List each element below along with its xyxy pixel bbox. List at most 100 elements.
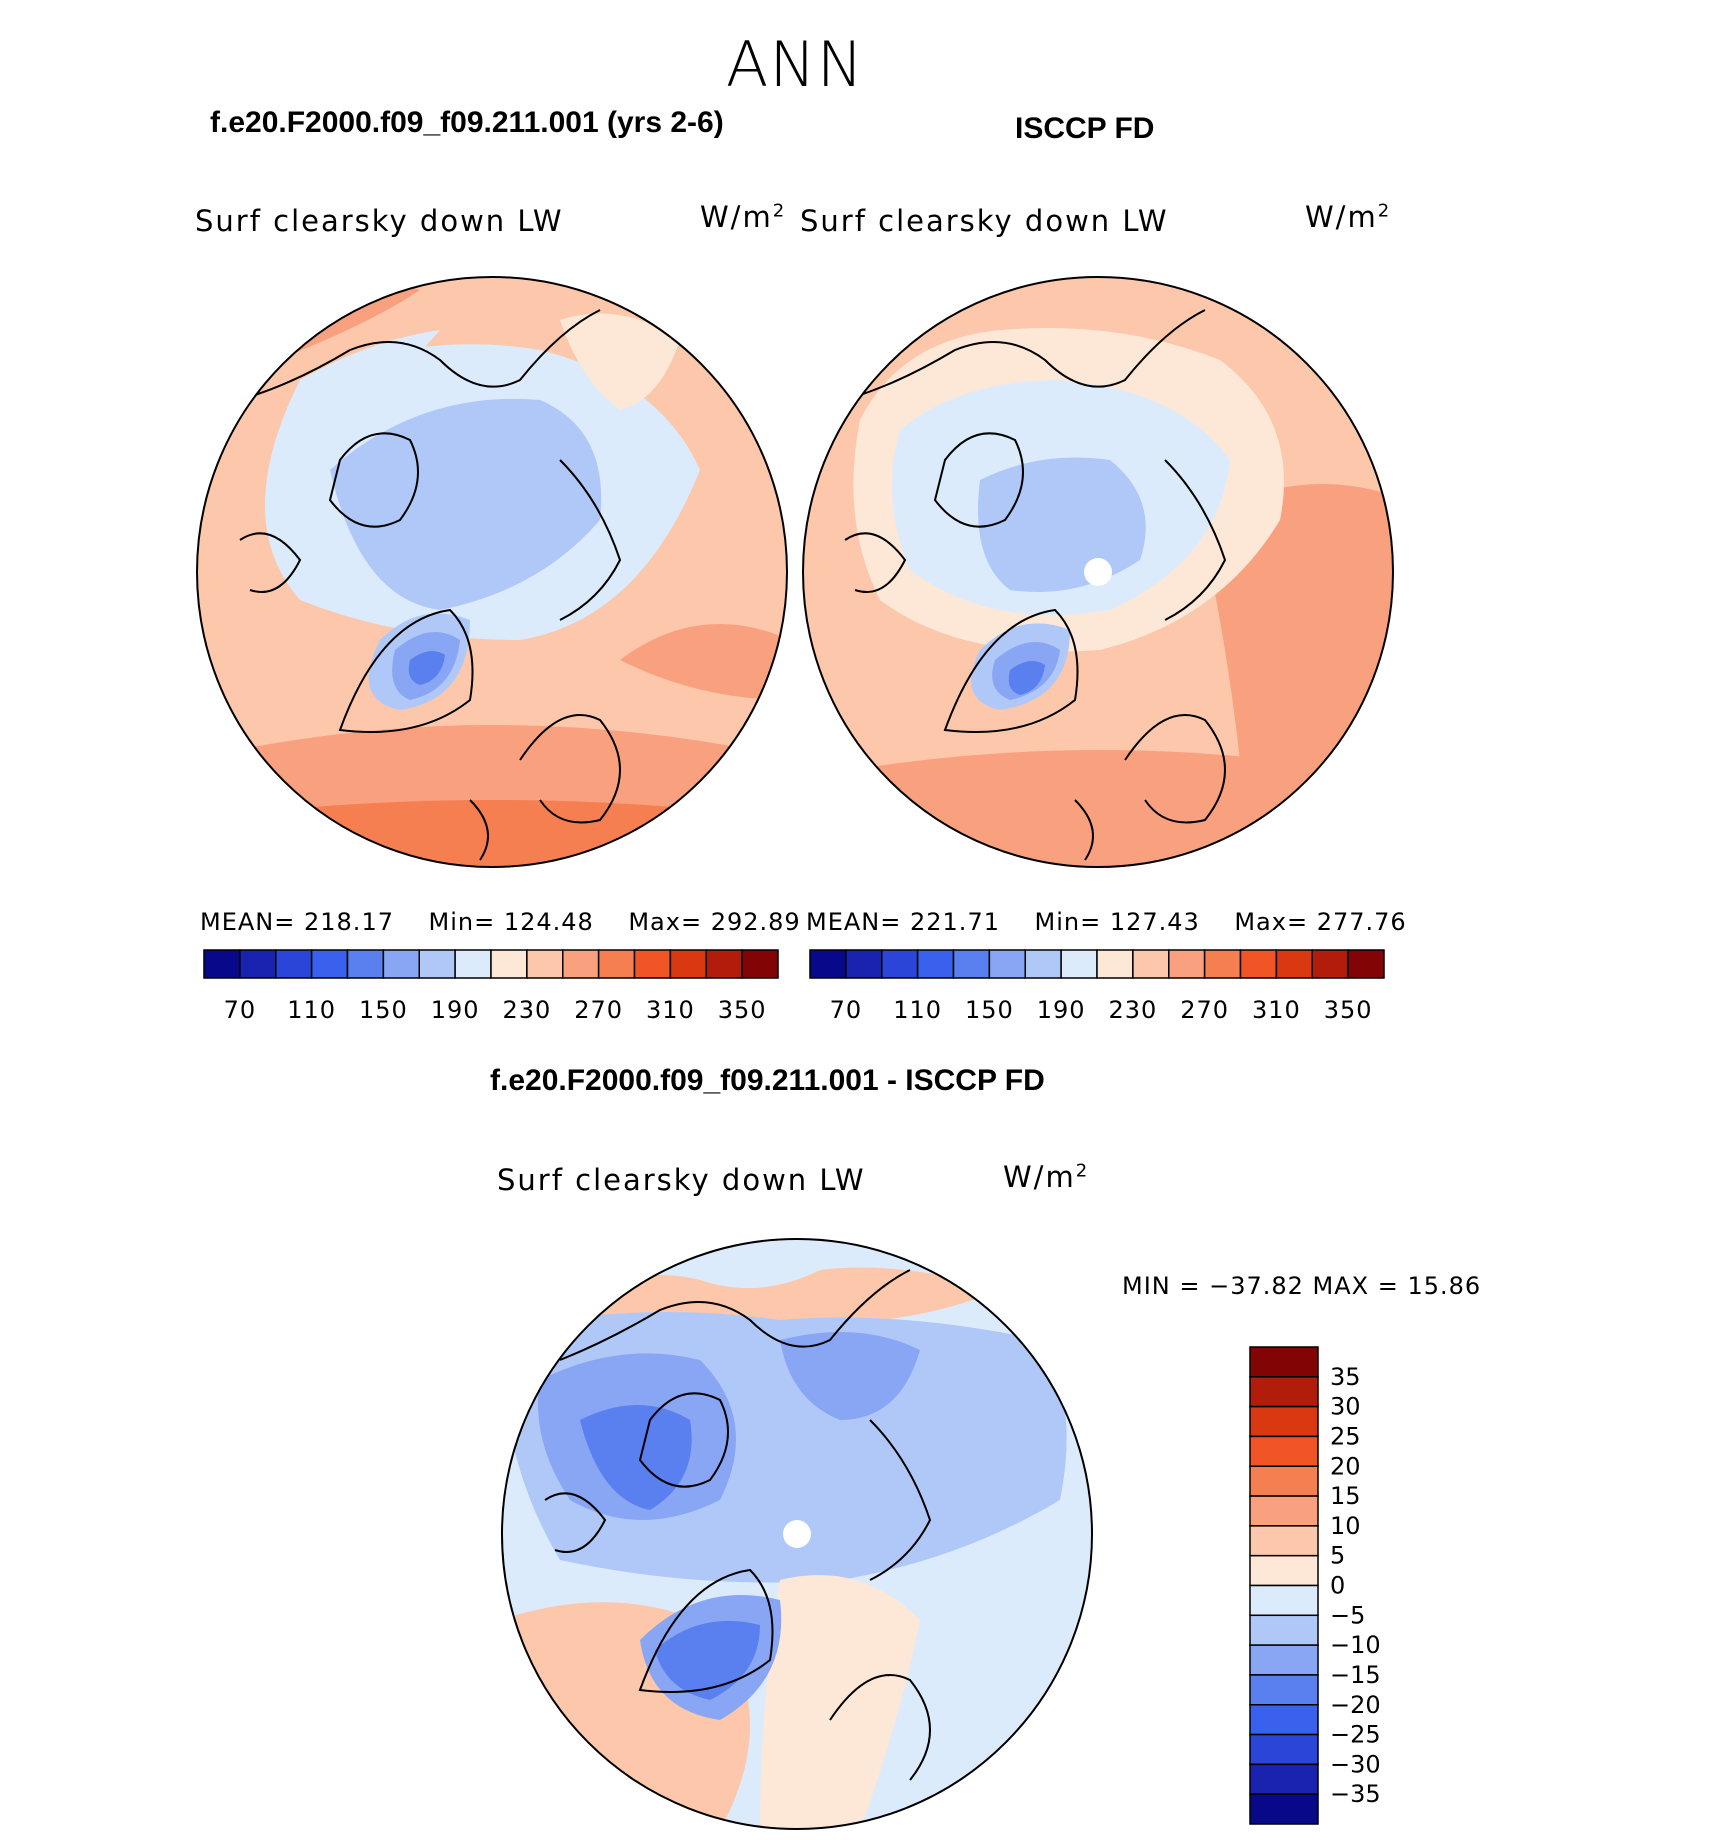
obs-colorbar-box (881, 949, 919, 979)
obs-colorbar-tick-label: 230 (1108, 996, 1157, 1024)
model-colorbar-box (382, 949, 420, 979)
obs-colorbar-box (845, 949, 883, 979)
diff-colorbar-box (1249, 1405, 1319, 1438)
model-colorbar-tick-label: 270 (574, 996, 623, 1024)
obs-panel-title: ISCCP FD (1015, 112, 1155, 145)
diff-colorbar-box (1249, 1554, 1319, 1587)
diff-colorbar-tick-label: −25 (1330, 1721, 1381, 1749)
diff-colorbar-box (1249, 1465, 1319, 1497)
model-colorbar-box (526, 949, 564, 979)
model-polar-map (197, 277, 787, 867)
model-colorbar-tick-label: 230 (502, 996, 551, 1024)
obs-colorbar-box (1239, 949, 1278, 979)
model-colorbar-box (562, 949, 600, 979)
diff-colorbar-tick-label: −20 (1330, 1691, 1381, 1719)
model-stats: MEAN= 218.17 Min= 124.48 Max= 292.89 (200, 908, 801, 936)
diff-colorbar-tick-label: −15 (1330, 1661, 1381, 1689)
diff-colorbar-tick-label: −5 (1330, 1601, 1365, 1629)
diff-colorbar-tick-label: 15 (1330, 1482, 1361, 1510)
obs-map-border (802, 276, 1394, 868)
diff-colorbar-box (1249, 1704, 1319, 1736)
model-colorbar-box (275, 949, 313, 979)
model-colorbar-box (239, 949, 277, 979)
diff-variable-label: Surf clearsky down LW (497, 1163, 866, 1197)
model-colorbar-box (597, 949, 636, 979)
model-colorbar-tick-label: 350 (718, 996, 767, 1024)
diff-colorbar-tick-label: 35 (1330, 1363, 1361, 1391)
diff-colorbar-box (1249, 1525, 1319, 1557)
diff-polar-map (502, 1239, 1092, 1829)
obs-colorbar-box (809, 949, 847, 979)
diff-colorbar-tick-label: 0 (1330, 1572, 1345, 1600)
model-colorbar-box (418, 949, 456, 979)
diff-colorbar-tick-label: −10 (1330, 1631, 1381, 1659)
diff-colorbar-tick-label: −30 (1330, 1750, 1381, 1778)
diff-colorbar-box (1249, 1495, 1319, 1527)
diff-map-border (501, 1238, 1093, 1830)
diff-colorbar-box (1249, 1435, 1319, 1467)
diff-coastlines (544, 1269, 932, 1781)
model-coastlines (239, 309, 622, 861)
obs-colorbar-box (1203, 949, 1242, 979)
model-colorbar-box (454, 949, 492, 979)
obs-colorbar-box (1132, 949, 1170, 979)
diff-minmax-stats: MIN = −37.82 MAX = 15.86 (1122, 1272, 1482, 1300)
obs-colorbar-box (1347, 949, 1385, 979)
obs-colorbar: 70 110 150 190 230 270 310 350 (809, 949, 1385, 1024)
obs-colorbar-tick-label: 190 (1037, 996, 1086, 1024)
obs-colorbar-box (1060, 949, 1098, 979)
model-colorbar-box (633, 949, 672, 979)
obs-colorbar-tick-label: 350 (1324, 996, 1373, 1024)
obs-colorbar-box (916, 949, 955, 979)
diff-colorbar-box (1249, 1614, 1319, 1646)
model-panel-title: f.e20.F2000.f09_f09.211.001 (yrs 2-6) (210, 106, 724, 139)
diff-colorbar-box (1249, 1346, 1319, 1378)
model-colorbar-box (741, 949, 779, 979)
obs-colorbar-tick-label: 270 (1180, 996, 1229, 1024)
model-units-label: W/m2 (700, 200, 787, 234)
model-colorbar-tick-label: 190 (431, 996, 480, 1024)
diff-panel-title: f.e20.F2000.f09_f09.211.001 - ISCCP FD (490, 1064, 1045, 1097)
model-colorbar-tick-label: 310 (646, 996, 695, 1024)
model-colorbar-tick-label: 110 (287, 996, 336, 1024)
diff-colorbar-box (1249, 1376, 1319, 1408)
diff-colorbar-tick-label: −35 (1330, 1780, 1381, 1808)
obs-units-label: W/m2 (1305, 200, 1392, 234)
obs-polar-map (803, 277, 1393, 867)
model-colorbar-box (310, 949, 349, 979)
obs-variable-label: Surf clearsky down LW (800, 204, 1169, 238)
model-colorbar-box (203, 949, 241, 979)
obs-colorbar-box (952, 949, 991, 979)
diff-colorbar-tick-label: 25 (1330, 1422, 1361, 1450)
figure-title: ANN (725, 28, 865, 101)
model-variable-label: Surf clearsky down LW (195, 204, 564, 238)
obs-stats: MEAN= 221.71 Min= 127.43 Max= 277.76 (806, 908, 1407, 936)
diff-units-label: W/m2 (1003, 1160, 1090, 1194)
obs-colorbar-tick-label: 310 (1252, 996, 1301, 1024)
model-colorbar: 70 110 150 190 230 270 310 350 (203, 949, 779, 1024)
obs-colorbar-tick-label: 150 (965, 996, 1014, 1024)
diff-colorbar-tick-label: 20 (1330, 1452, 1361, 1480)
obs-colorbar-box (1275, 949, 1313, 979)
model-colorbar-box (705, 949, 743, 979)
diff-colorbar-tick-label: 30 (1330, 1393, 1361, 1421)
obs-coastlines (844, 309, 1227, 861)
obs-colorbar-tick-label: 110 (893, 996, 942, 1024)
diff-colorbar-box (1249, 1584, 1319, 1617)
model-colorbar-box (490, 949, 528, 979)
obs-colorbar-box (1024, 949, 1062, 979)
diff-colorbar-box (1249, 1674, 1319, 1706)
diff-colorbar-box (1249, 1733, 1319, 1766)
model-colorbar-box (669, 949, 707, 979)
obs-colorbar-box (1096, 949, 1134, 979)
model-map-border (196, 276, 788, 868)
diff-colorbar-box (1249, 1763, 1319, 1795)
obs-colorbar-box (1168, 949, 1206, 979)
obs-colorbar-tick-label: 70 (830, 996, 863, 1024)
obs-colorbar-box (988, 949, 1026, 979)
diff-colorbar-tick-label: 5 (1330, 1542, 1345, 1570)
model-colorbar-box (346, 949, 385, 979)
diff-colorbar-tick-label: 10 (1330, 1512, 1361, 1540)
